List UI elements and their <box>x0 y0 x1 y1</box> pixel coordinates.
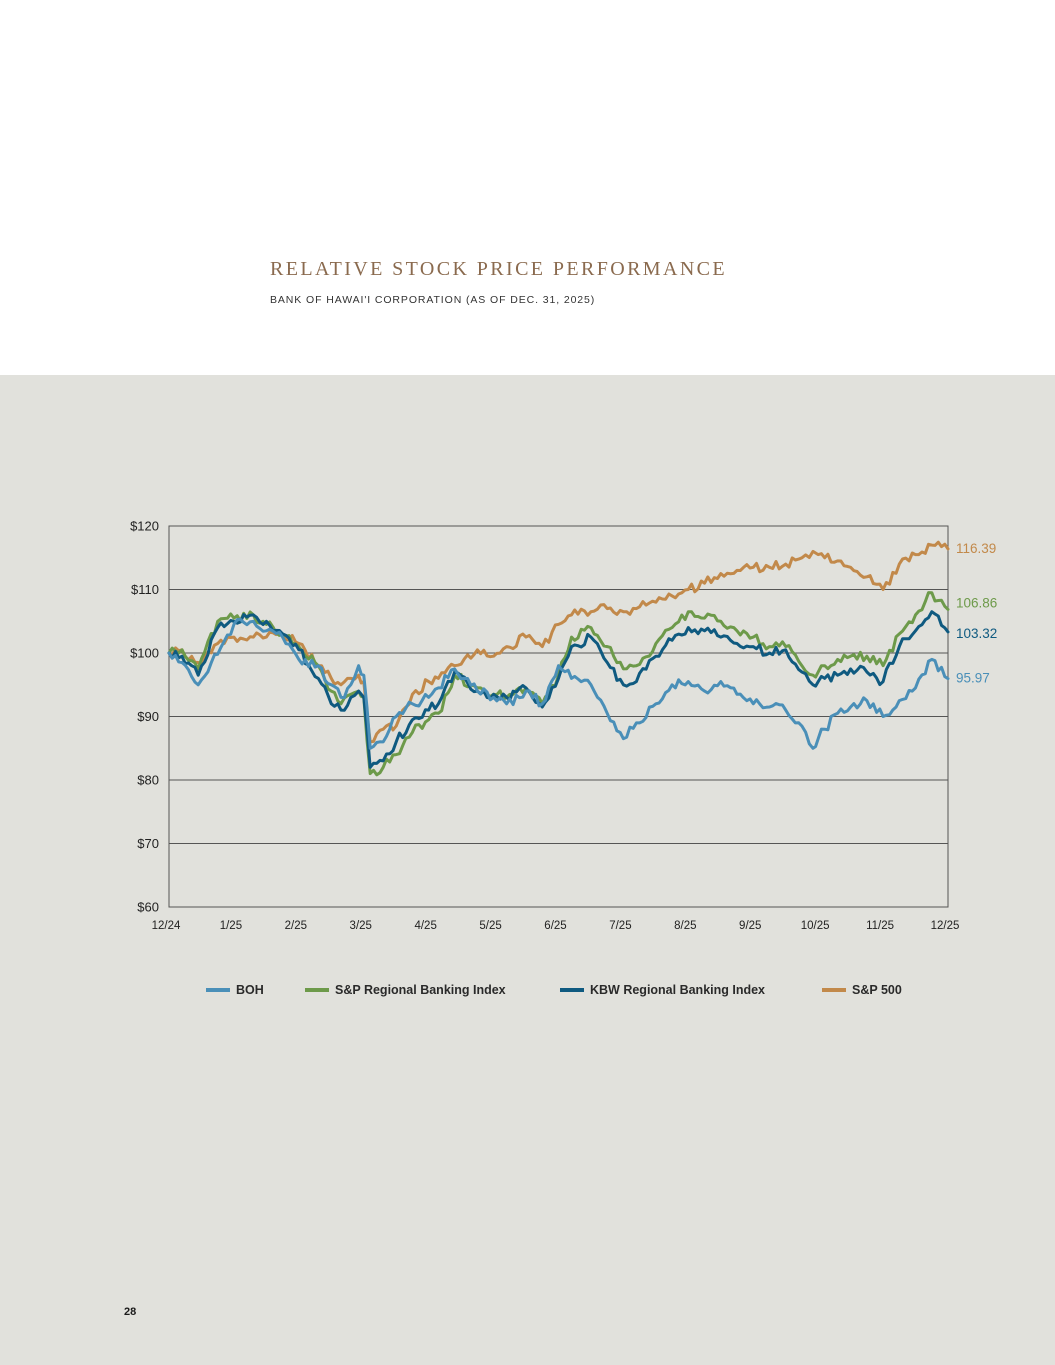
legend-item-kbw-regional: KBW Regional Banking Index <box>560 983 765 997</box>
x-tick-label: 9/25 <box>739 920 761 932</box>
x-tick-label: 5/25 <box>479 920 501 932</box>
legend-item-sp500: S&P 500 <box>822 983 902 997</box>
y-tick-label: $110 <box>131 582 159 597</box>
x-tick-label: 11/25 <box>866 920 894 932</box>
x-tick-label: 4/25 <box>414 920 436 932</box>
chart-panel: $60 $70 $80 $90 $100 $110 $120 12/24 1/25 2/25 3/2… <box>0 375 1055 1365</box>
series-line-0 <box>167 617 950 750</box>
series-line-2 <box>167 610 950 769</box>
series-line-1 <box>167 591 950 777</box>
x-tick-label: 10/25 <box>801 920 830 932</box>
x-tick-label: 8/25 <box>674 920 696 932</box>
y-tick-label: $60 <box>137 900 159 915</box>
legend-label-boh: BOH <box>236 983 264 997</box>
x-tick-label: 7/25 <box>609 920 631 932</box>
page-number: 28 <box>124 1306 137 1318</box>
x-tick-label: 12/24 <box>152 920 181 932</box>
end-label: 116.39 <box>956 541 996 556</box>
legend-swatch-kbw-regional <box>560 988 584 992</box>
legend-label-sp-regional: S&P Regional Banking Index <box>335 983 506 997</box>
legend-item-sp-regional: S&P Regional Banking Index <box>305 983 506 997</box>
y-tick-label: $80 <box>137 773 159 788</box>
line-chart: $60 $70 $80 $90 $100 $110 $120 12/24 1/25 2/25 3/2… <box>130 519 997 933</box>
y-tick-label: $120 <box>130 519 159 534</box>
legend-swatch-boh <box>206 988 230 992</box>
page-subtitle: BANK OF HAWAI'I CORPORATION (AS OF DEC. … <box>270 294 596 306</box>
y-tick-label: $90 <box>137 709 159 724</box>
page-title: RELATIVE STOCK PRICE PERFORMANCE <box>270 258 728 280</box>
x-tick-label: 6/25 <box>544 920 566 932</box>
x-tick-label: 1/25 <box>220 920 242 932</box>
y-tick-label: $100 <box>130 646 159 661</box>
x-tick-label: 12/25 <box>931 920 960 932</box>
end-label: 103.32 <box>956 626 997 641</box>
chart-legend: BOH S&P Regional Banking Index KBW Regio… <box>0 983 1055 1007</box>
legend-label-sp500: S&P 500 <box>852 983 902 997</box>
end-label: 95.97 <box>956 671 990 686</box>
x-tick-label: 3/25 <box>350 920 372 932</box>
end-label: 106.86 <box>956 595 997 610</box>
x-tick-label: 2/25 <box>285 920 307 932</box>
legend-swatch-sp500 <box>822 988 846 992</box>
legend-swatch-sp-regional <box>305 988 329 992</box>
legend-item-boh: BOH <box>206 983 264 997</box>
legend-label-kbw-regional: KBW Regional Banking Index <box>590 983 766 997</box>
y-tick-label: $70 <box>137 836 159 851</box>
series-line-3 <box>167 540 950 744</box>
